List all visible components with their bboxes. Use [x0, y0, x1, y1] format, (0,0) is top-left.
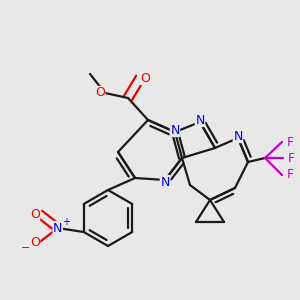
Text: N: N — [233, 130, 243, 142]
Text: F: F — [286, 136, 294, 148]
Text: F: F — [287, 152, 295, 164]
Text: O: O — [30, 236, 40, 248]
Text: +: + — [62, 217, 70, 227]
Text: O: O — [95, 86, 105, 100]
Text: N: N — [170, 124, 180, 136]
Text: O: O — [30, 208, 40, 220]
Text: F: F — [286, 169, 294, 182]
Text: N: N — [195, 113, 205, 127]
Text: −: − — [21, 243, 30, 253]
Text: N: N — [160, 176, 170, 188]
Text: N: N — [53, 221, 62, 235]
Text: O: O — [140, 71, 150, 85]
